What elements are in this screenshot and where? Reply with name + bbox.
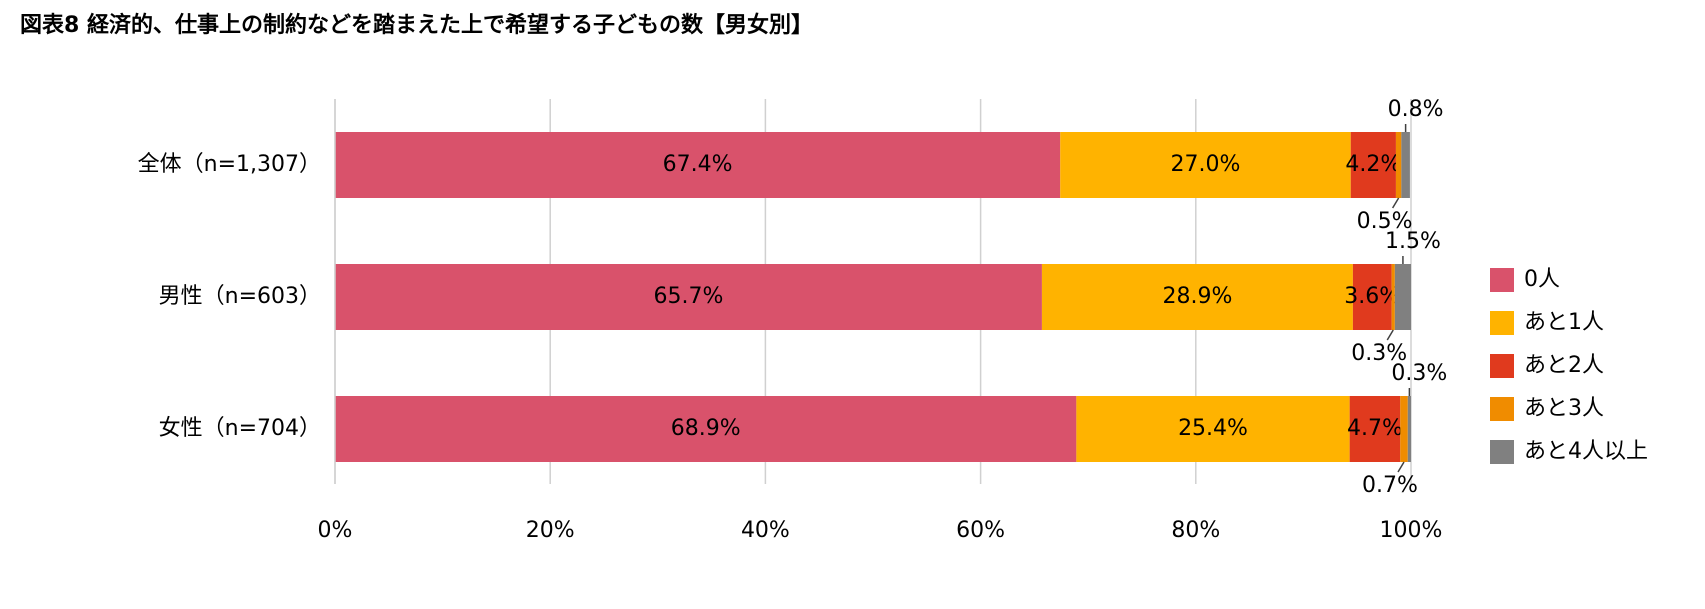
x-tick-label: 0% [318, 518, 353, 543]
leader-line [1391, 197, 1400, 209]
data-label: 25.4% [1178, 416, 1248, 441]
data-label: 68.9% [671, 416, 741, 441]
legend-swatch [1490, 268, 1514, 292]
bar-segment [335, 396, 1077, 462]
data-label: 65.7% [654, 284, 724, 309]
data-label: 67.4% [663, 152, 733, 177]
bar-segment [1401, 132, 1410, 198]
data-label: 3.6% [1344, 284, 1400, 309]
leader-line [1397, 461, 1405, 473]
data-label: 0.3% [1351, 341, 1407, 366]
legend-swatch [1490, 354, 1514, 378]
bar-segment [1395, 132, 1402, 198]
bar-segment [1394, 264, 1411, 330]
data-label: 4.2% [1345, 152, 1401, 177]
bar-segment [1400, 396, 1408, 462]
data-label: 0.7% [1362, 473, 1418, 498]
bar-segment [335, 132, 1061, 198]
x-tick-label: 20% [526, 518, 575, 543]
data-label: 0.8% [1388, 97, 1444, 122]
bar-segment [335, 264, 1042, 330]
data-label: 0.5% [1357, 209, 1413, 234]
data-label: 27.0% [1171, 152, 1241, 177]
x-tick-label: 80% [1171, 518, 1220, 543]
bar-segment [1076, 396, 1350, 462]
data-label: 4.7% [1347, 416, 1403, 441]
data-label: 28.9% [1162, 284, 1232, 309]
bar-segment [1350, 132, 1396, 198]
bar-segment [1349, 396, 1401, 462]
bar-segment [1041, 264, 1353, 330]
leader-line [1386, 329, 1394, 341]
category-label: 男性（n=603） [159, 284, 321, 309]
category-label: 全体（n=1,307） [138, 152, 321, 177]
data-label: 0.3% [1391, 361, 1447, 386]
legend-swatch [1490, 440, 1514, 464]
bar-segment [1391, 264, 1395, 330]
x-tick-label: 40% [741, 518, 790, 543]
legend-label: あと4人以上 [1524, 439, 1648, 464]
legend-swatch [1490, 397, 1514, 421]
legend-swatch [1490, 311, 1514, 335]
legend-label: あと1人 [1524, 310, 1604, 335]
category-label: 女性（n=704） [159, 416, 321, 441]
bar-segment [1352, 264, 1392, 330]
legend-label: 0人 [1524, 267, 1560, 292]
bar-segment [1060, 132, 1351, 198]
x-tick-label: 100% [1380, 518, 1443, 543]
data-label: 1.5% [1385, 229, 1441, 254]
legend-label: あと2人 [1524, 353, 1604, 378]
chart-title: 図表8 経済的、仕事上の制約などを踏まえた上で希望する子どもの数【男女別】 [20, 12, 813, 38]
legend-label: あと3人 [1524, 396, 1604, 421]
bar-segment [1407, 396, 1411, 462]
x-tick-label: 60% [956, 518, 1005, 543]
